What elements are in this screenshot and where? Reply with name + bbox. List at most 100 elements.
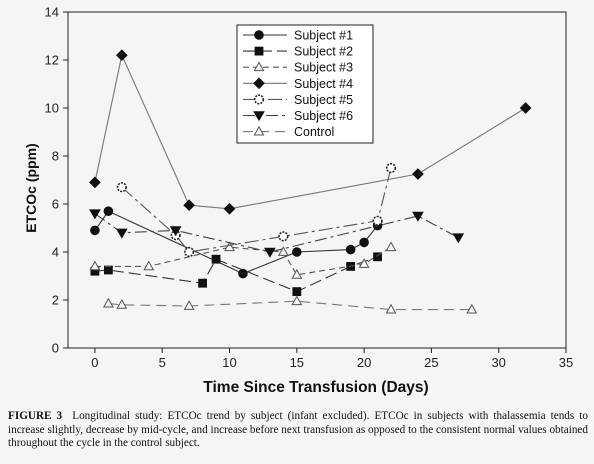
x-tick-label: 20 [357,355,371,370]
data-point [278,231,289,242]
series-layer [89,49,532,314]
data-point [412,168,424,180]
data-point [452,233,465,244]
figure-caption-text: Longitudinal study: ETCOc trend by subje… [8,410,588,449]
data-point [183,300,195,310]
data-point [116,182,127,193]
data-point [373,252,382,262]
data-point [89,209,101,220]
legend-label: Subject #2 [294,45,353,59]
data-point [292,287,302,296]
data-point [224,241,235,252]
legend-item: Subject #2 [243,45,353,59]
legend-item: Control [243,125,334,139]
series-line [94,256,378,293]
data-point [385,162,397,174]
data-point [291,295,303,306]
data-point [223,202,236,215]
legend-marker [253,125,265,136]
figure-label: FIGURE 3 [8,410,63,422]
series-line [121,167,392,253]
x-tick-label: 25 [424,355,438,370]
data-point [385,241,397,252]
y-tick-label: 8 [52,149,59,164]
data-point-ring [278,231,289,242]
data-point [184,246,195,258]
legend-item: Subject #6 [243,109,353,123]
legend-label: Subject #1 [294,29,353,43]
x-tick-label: 10 [222,355,236,370]
y-axis-title: ETCOc (ppm) [23,143,39,232]
data-point [102,297,114,308]
series-3 [89,241,397,279]
data-point [238,268,248,279]
data-point [385,303,397,314]
legend-item: Subject #1 [243,29,353,43]
series-line [94,213,459,253]
data-point [466,303,478,314]
data-point [103,265,113,275]
legend-item: Subject #5 [243,93,353,107]
x-axis: 0 5 10 15 20 25 30 35 [91,348,573,370]
data-point [103,206,114,216]
series-6 [89,209,465,258]
legend-item: Subject #3 [243,61,353,75]
data-point [89,176,101,189]
x-tick-label: 35 [559,355,573,370]
legend-marker-ring [253,94,265,105]
data-point [519,102,532,114]
y-tick-label: 14 [45,5,59,20]
series-4 [89,49,532,215]
data-point [292,247,302,257]
data-point [359,237,369,248]
series-7 [102,295,478,314]
legend-marker [253,94,265,105]
y-tick-label: 12 [45,53,59,68]
data-point-ring [372,215,383,226]
data-point [358,258,370,268]
legend-marker [253,61,265,72]
data-point [291,268,303,279]
data-point [412,211,424,222]
x-tick-label: 0 [91,355,98,370]
y-tick-label: 6 [52,197,59,212]
data-point [211,254,221,264]
data-point [115,49,128,62]
series-line [94,53,526,210]
series-line [108,300,472,311]
y-tick-label: 0 [52,341,59,356]
series-5 [116,162,397,258]
legend-label: Subject #6 [294,109,353,123]
data-point [143,260,155,271]
x-axis-title: Time Since Transfusion (Days) [203,379,428,396]
data-point-ring [116,182,127,193]
series-line [94,210,378,275]
data-point [116,298,128,309]
data-point [183,199,195,212]
y-tick-label: 4 [52,245,59,260]
data-point [90,225,100,236]
x-tick-label: 30 [491,355,505,370]
series-2 [90,252,382,296]
figure-caption: FIGURE 3 Longitudinal study: ETCOc trend… [8,410,588,451]
y-tick-label: 2 [52,293,59,308]
data-point [264,247,276,258]
data-point [372,215,383,226]
legend-marker [254,30,264,40]
legend-label: Control [294,125,334,139]
legend: Subject #1 Subject #2 Subject #3 Subject #4… [236,24,374,144]
plot-frame [67,11,567,349]
plot-border [67,11,567,349]
legend-marker [254,46,264,56]
data-point-ring [385,162,397,174]
legend-label: Subject #4 [294,77,353,91]
data-point [169,226,182,237]
x-tick-label: 15 [290,355,304,370]
legend-marker [253,77,265,90]
data-point [198,278,207,288]
data-point [89,260,101,271]
legend-marker [253,111,265,122]
data-point [345,244,356,255]
y-tick-label: 10 [45,101,59,116]
